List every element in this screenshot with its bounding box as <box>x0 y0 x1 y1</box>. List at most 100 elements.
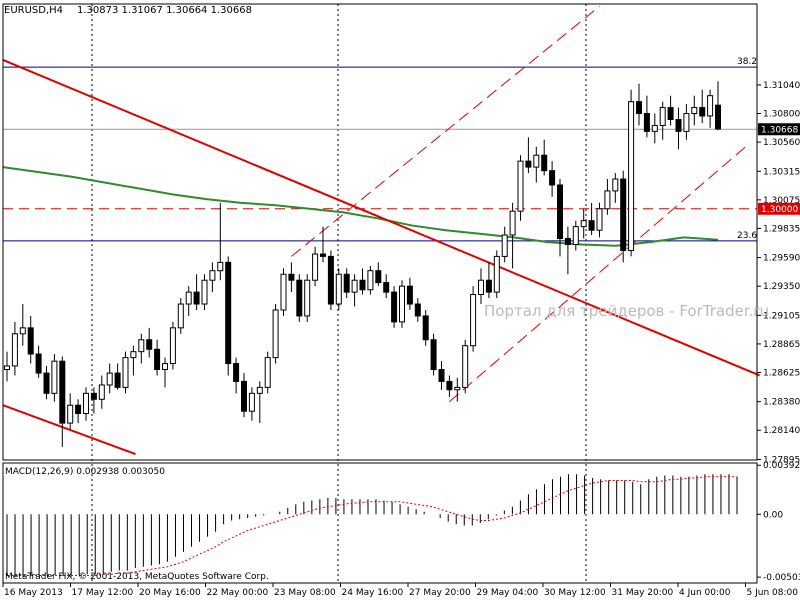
candle-body <box>478 279 484 296</box>
candle-body <box>422 315 429 341</box>
candle-body <box>485 279 492 293</box>
candle-body <box>533 154 540 168</box>
price-tick-label: 1.30800 <box>763 110 800 120</box>
candle-body <box>320 253 326 257</box>
candle-body <box>4 365 10 371</box>
candle-body <box>327 255 334 305</box>
candle-body <box>67 404 74 424</box>
candle-body <box>154 348 161 371</box>
candle-body <box>272 309 279 359</box>
current-price-label: 1.30668 <box>761 125 798 135</box>
candle-body <box>557 184 563 240</box>
candle-body <box>620 178 627 251</box>
fib-level-label: 23.6 <box>737 231 757 241</box>
candle-body <box>343 273 350 293</box>
price-pane-frame <box>2 3 758 461</box>
candle-body <box>612 178 619 192</box>
candle-body <box>636 101 642 115</box>
candle-body <box>588 220 595 231</box>
candle-body <box>667 107 674 120</box>
candle-body <box>446 380 453 391</box>
time-tick-label: 17 May 12:00 <box>72 588 134 598</box>
price-tick-label: 1.29105 <box>763 311 800 321</box>
candle-body <box>383 282 390 293</box>
candle-body <box>691 107 698 115</box>
channel-line <box>291 5 600 257</box>
time-tick-label: 27 May 20:00 <box>409 588 471 598</box>
candle-body <box>391 291 398 323</box>
candle-body <box>596 208 603 231</box>
price-tick-label: 1.28865 <box>763 340 800 350</box>
candle-body <box>707 95 714 117</box>
candle-body <box>643 113 650 132</box>
copyright-label: MetaTrader FIX, © 2001-2013, MetaQuotes … <box>5 572 269 582</box>
candle-body <box>233 363 240 382</box>
candle-body <box>304 279 311 317</box>
candle-body <box>11 333 18 367</box>
candle-body <box>98 384 105 400</box>
candle-body <box>406 285 413 305</box>
candle-body <box>75 404 82 415</box>
candle-body <box>335 273 342 305</box>
time-tick-label: 23 May 08:00 <box>274 588 336 598</box>
candle-body <box>659 107 666 126</box>
candle-body <box>288 273 295 281</box>
price-tick-label: 1.28380 <box>763 398 800 408</box>
candle-body <box>225 261 232 365</box>
ohlc-readout: 1.30873 1.31067 1.30664 1.30668 <box>77 5 252 16</box>
price-pane[interactable]: 38.2 23.6 <box>2 5 760 455</box>
candle-body <box>604 190 611 210</box>
time-tick-label: 16 May 2013 <box>4 588 63 598</box>
candle-body <box>201 279 208 305</box>
candle-body <box>438 369 445 382</box>
moving-average-line <box>2 166 719 247</box>
grid-layer <box>91 4 587 583</box>
candle-body <box>217 261 224 272</box>
candle-body <box>549 170 556 186</box>
axis-layer: 1.31040 1.30800 1.30560 1.30315 1.30075 1.298… <box>2 3 800 598</box>
candle-body <box>106 372 113 386</box>
macd-tick-label: -0.00503 <box>763 573 800 583</box>
candle-body <box>580 220 587 228</box>
candle-body <box>19 327 26 335</box>
macd-label: MACD(12,26,9) 0.002938 0.003050 <box>5 467 165 477</box>
candle-body <box>359 279 366 291</box>
candle-body <box>312 253 319 281</box>
candle-body <box>454 386 461 391</box>
price-tick-label: 1.30075 <box>763 196 800 206</box>
price-tick-label: 1.29350 <box>763 282 800 292</box>
candle-body <box>470 294 477 347</box>
watermark: Портал для трейдеров - ForTrader.ru <box>484 302 769 320</box>
time-tick-label: 29 May 04:00 <box>477 588 539 598</box>
candle-body <box>367 270 374 291</box>
price-tick-label: 1.28625 <box>763 368 800 378</box>
candle-body <box>564 238 571 246</box>
macd-tick-label: 0.003921 <box>763 461 800 471</box>
time-tick-label: 4 Jun 00:00 <box>679 588 731 598</box>
candle-body <box>399 285 405 323</box>
macd-signal-line <box>7 476 737 576</box>
candle-body <box>90 392 97 400</box>
candle-body <box>122 357 129 388</box>
time-tick-label: 5 Jun 08:00 <box>747 588 799 598</box>
candle-body <box>59 360 66 424</box>
candle-body <box>493 255 500 293</box>
macd-pane[interactable] <box>6 474 738 577</box>
candle-body <box>509 210 516 236</box>
price-tick-label: 1.27895 <box>763 455 800 465</box>
candle-body <box>430 339 437 371</box>
candle-body <box>43 372 50 394</box>
candle-body <box>27 327 34 355</box>
candle-body <box>462 345 469 388</box>
time-tick-label: 31 May 20:00 <box>612 588 674 598</box>
candle-body <box>169 327 176 365</box>
time-tick-label: 22 May 00:00 <box>207 588 269 598</box>
candle-body <box>525 160 532 168</box>
candle-body <box>114 372 121 388</box>
candle-body <box>699 107 706 117</box>
macd-tick-label: 0.00 <box>763 510 783 520</box>
candle-body <box>177 303 184 329</box>
candle-body <box>651 124 658 132</box>
